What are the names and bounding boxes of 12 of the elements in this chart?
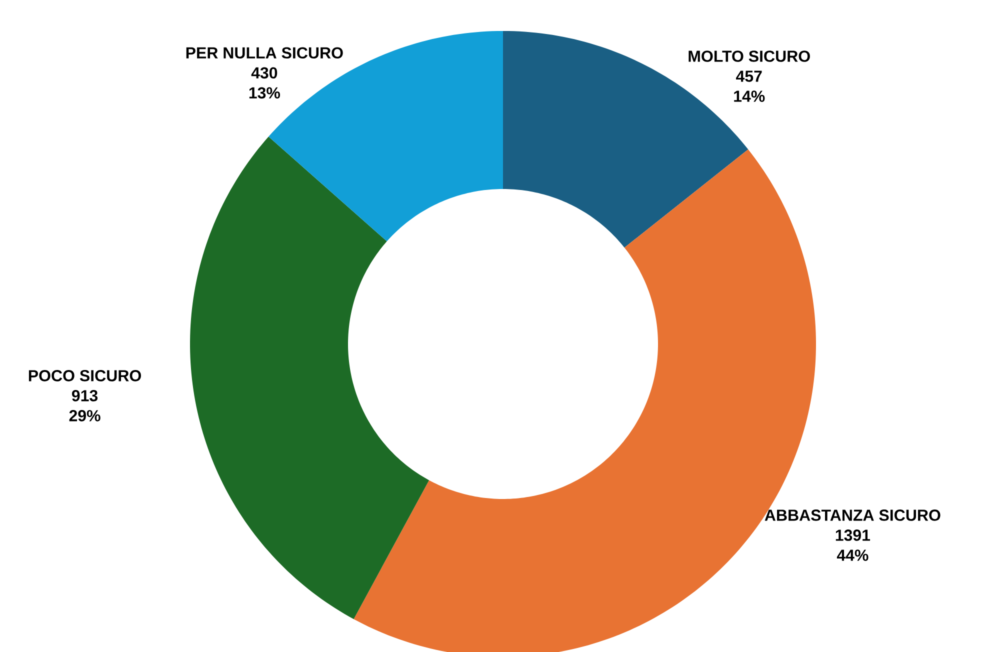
- text: 14%: [734, 90, 765, 102]
- text: 44%: [836, 550, 868, 561]
- text: 29%: [69, 410, 100, 422]
- slice-label: ABBASTANZA SICURO: [764, 510, 940, 521]
- data-label: 430: [251, 67, 278, 79]
- slice-label: POCO SICURO: [28, 370, 141, 382]
- data-label: 457: [736, 70, 762, 82]
- slice-label: MOLTO SICURO: [688, 50, 810, 62]
- text: 13%: [249, 87, 280, 99]
- data-label: 1391: [836, 530, 870, 541]
- slice-label: PER NULLA SICURO: [186, 47, 343, 59]
- data-label: 913: [72, 390, 98, 402]
